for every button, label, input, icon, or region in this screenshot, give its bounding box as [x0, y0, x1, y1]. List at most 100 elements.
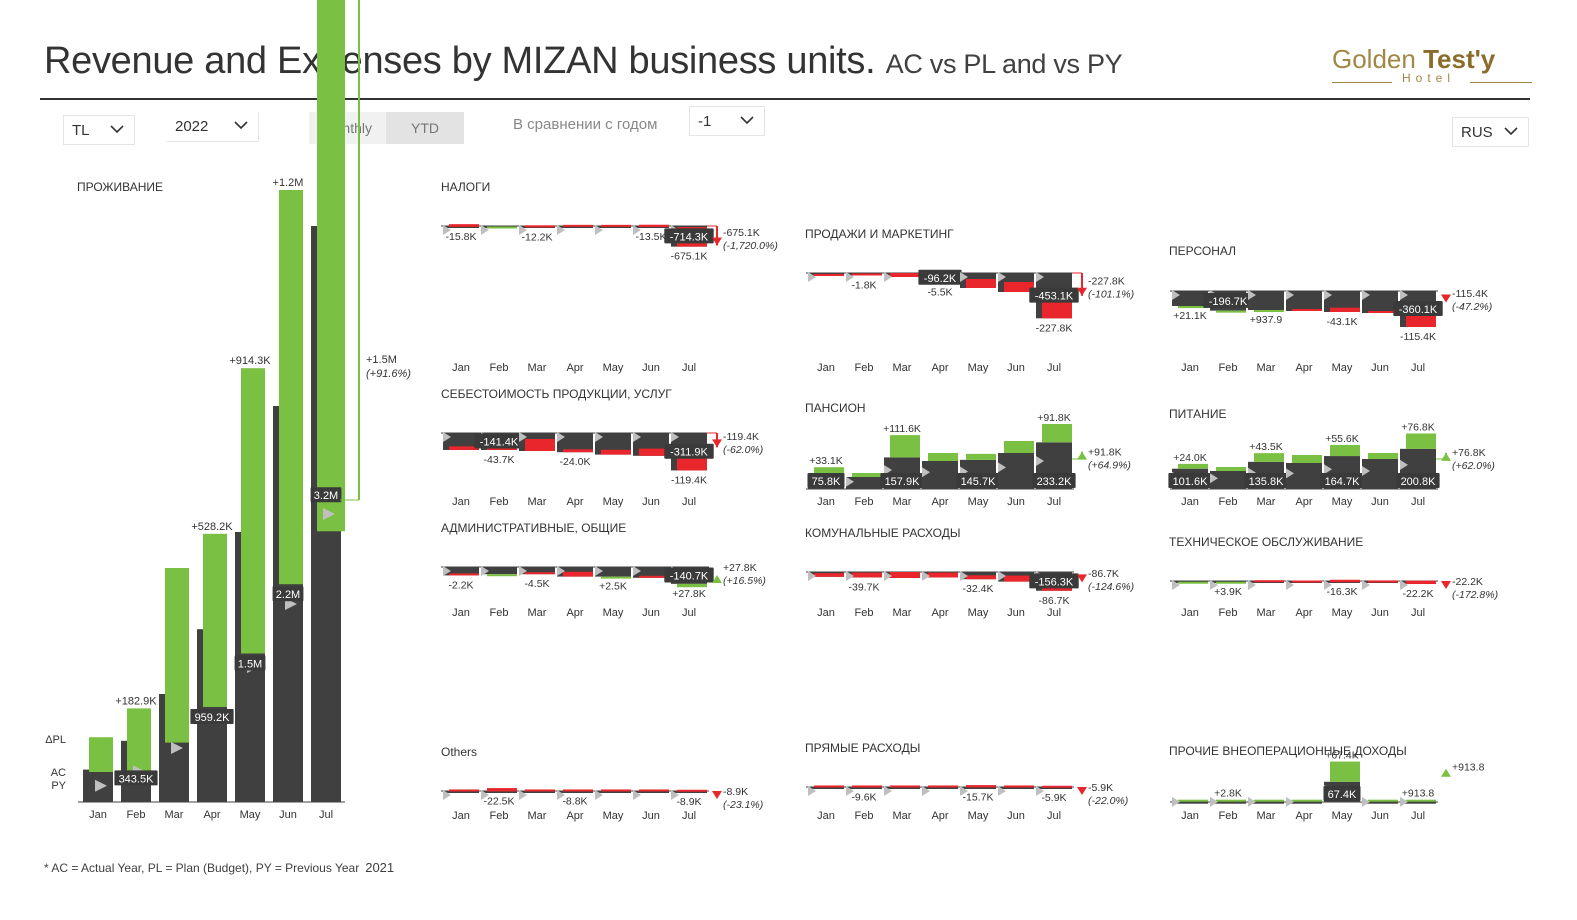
ytd-toggle[interactable]: YTD: [386, 112, 464, 144]
delta-bar: [563, 224, 593, 227]
delta-bar: [563, 449, 593, 453]
bar-value-label-bg: [807, 473, 845, 488]
delta-bar: [1368, 311, 1398, 313]
delta-bar: [814, 785, 844, 788]
x-tick-label: Jun: [279, 809, 297, 821]
x-tick-label: Mar: [893, 810, 912, 822]
x-tick-label: Jan: [452, 810, 470, 822]
delta-label: +33.1K: [809, 455, 843, 467]
x-tick-label: Jan: [817, 496, 835, 508]
x-tick-label: Apr: [931, 607, 948, 619]
py-marker: [1248, 580, 1256, 590]
ac-bar: [1248, 291, 1284, 310]
x-tick-label: May: [1332, 810, 1353, 822]
py-marker: [884, 272, 892, 282]
delta-bar: [525, 439, 555, 451]
x-tick-label: Mar: [1257, 810, 1276, 822]
delta-bar: [563, 789, 593, 792]
py-marker: [443, 432, 451, 442]
py-marker: [557, 566, 565, 576]
delta-pl-bar: [127, 708, 151, 772]
x-tick-label: Apr: [566, 810, 583, 822]
logo-word-hotel: Hotel: [1402, 71, 1456, 85]
delta-bar: [1042, 424, 1072, 443]
chart-title: ПРОЧИЕ ВНЕОПЕРАЦИОННЫЕ ДОХОДЫ: [1169, 744, 1407, 758]
py-marker: [1036, 456, 1044, 467]
x-tick-label: May: [603, 810, 624, 822]
total-delta-pct: (-172.8%): [1452, 589, 1498, 601]
ac-bar: [960, 787, 996, 789]
bar-value-label-bg: [1029, 573, 1079, 589]
delta-bar: [1406, 580, 1436, 584]
delta-bar: [1292, 580, 1322, 583]
py-marker: [519, 225, 527, 235]
x-tick-label: Mar: [893, 607, 912, 619]
ac-bar: [1248, 801, 1284, 804]
delta-bar: [928, 453, 958, 461]
year-dropdown[interactable]: 2022: [167, 112, 259, 142]
py-marker: [1400, 796, 1408, 807]
compare-year-dropdown[interactable]: -1: [689, 106, 765, 136]
delta-bar: [1292, 455, 1322, 463]
language-dropdown[interactable]: RUS: [1452, 117, 1529, 147]
delta-bar: [601, 449, 631, 455]
ac-bar: [633, 567, 669, 578]
x-tick-label: Jul: [1411, 607, 1425, 619]
delta-bar: [1406, 433, 1436, 449]
ac-bar: [1210, 471, 1246, 489]
chevron-down-icon: [740, 116, 754, 125]
py-marker: [1400, 459, 1408, 470]
x-tick-label: Jun: [1007, 810, 1025, 822]
py-marker: [960, 272, 968, 282]
x-tick-label: Feb: [490, 362, 509, 374]
bar-value-label-bg: [1029, 287, 1079, 303]
py-marker: [1036, 786, 1044, 796]
ac-bar: [1362, 801, 1398, 804]
delta-label: +1.2M: [273, 177, 304, 189]
x-tick-label: Jul: [682, 362, 696, 374]
ac-bar: [671, 791, 707, 793]
x-tick-label: Jul: [1047, 362, 1061, 374]
py-marker: [998, 571, 1006, 581]
total-delta-label: -675.1K: [723, 227, 760, 239]
chart-title: АДМИНИСТРАТИВНЫЕ, ОБЩИЕ: [441, 521, 626, 535]
py-marker: [884, 786, 892, 796]
currency-dropdown[interactable]: TL: [63, 115, 135, 145]
py-marker: [1324, 464, 1332, 475]
delta-label: +914.3K: [229, 355, 271, 367]
delta-bar: [1004, 282, 1034, 292]
ac-bar: [595, 791, 631, 793]
total-delta-pct: (-22.0%): [1088, 795, 1128, 807]
ac-bar: [557, 226, 593, 228]
delta-label: -9.6K: [851, 791, 876, 803]
ac-bar: [443, 791, 479, 793]
page-title: Revenue and Expenses by MIZAN business u…: [44, 40, 1123, 83]
delta-bar: [601, 789, 631, 792]
total-delta-label: -86.7K: [1088, 568, 1119, 580]
delta-bar: [1004, 441, 1034, 453]
total-delta-arrow-head: [712, 791, 722, 799]
delta-bar: [487, 226, 517, 229]
py-marker: [519, 566, 527, 576]
bar-value-label-bg: [880, 473, 924, 488]
total-delta-pct: (-1,720.0%): [723, 240, 778, 252]
delta-bar: [449, 446, 479, 450]
delta-bar: [1330, 307, 1360, 312]
bar-value-label: 135.8K: [1249, 476, 1285, 488]
bar-value-label-bg: [1393, 301, 1443, 317]
x-tick-label: Jun: [642, 496, 660, 508]
delta-bar: [639, 224, 669, 228]
py-marker: [595, 225, 603, 235]
py-marker: [1172, 290, 1180, 300]
py-marker: [1248, 290, 1256, 300]
total-delta-label: +91.8K: [1088, 446, 1122, 458]
bar-value-label-bg: [664, 567, 714, 583]
total-delta-label: +913.8: [1452, 761, 1485, 773]
x-tick-label: Apr: [566, 607, 583, 619]
chart-title: КОМУНАЛЬНЫЕ РАСХОДЫ: [805, 526, 960, 540]
delta-bar: [1368, 453, 1398, 459]
bar-value-label-bg: [1203, 292, 1253, 308]
bar-value-label: 145.7K: [961, 476, 997, 488]
delta-bar: [1330, 444, 1360, 457]
x-tick-label: Jul: [1411, 496, 1425, 508]
